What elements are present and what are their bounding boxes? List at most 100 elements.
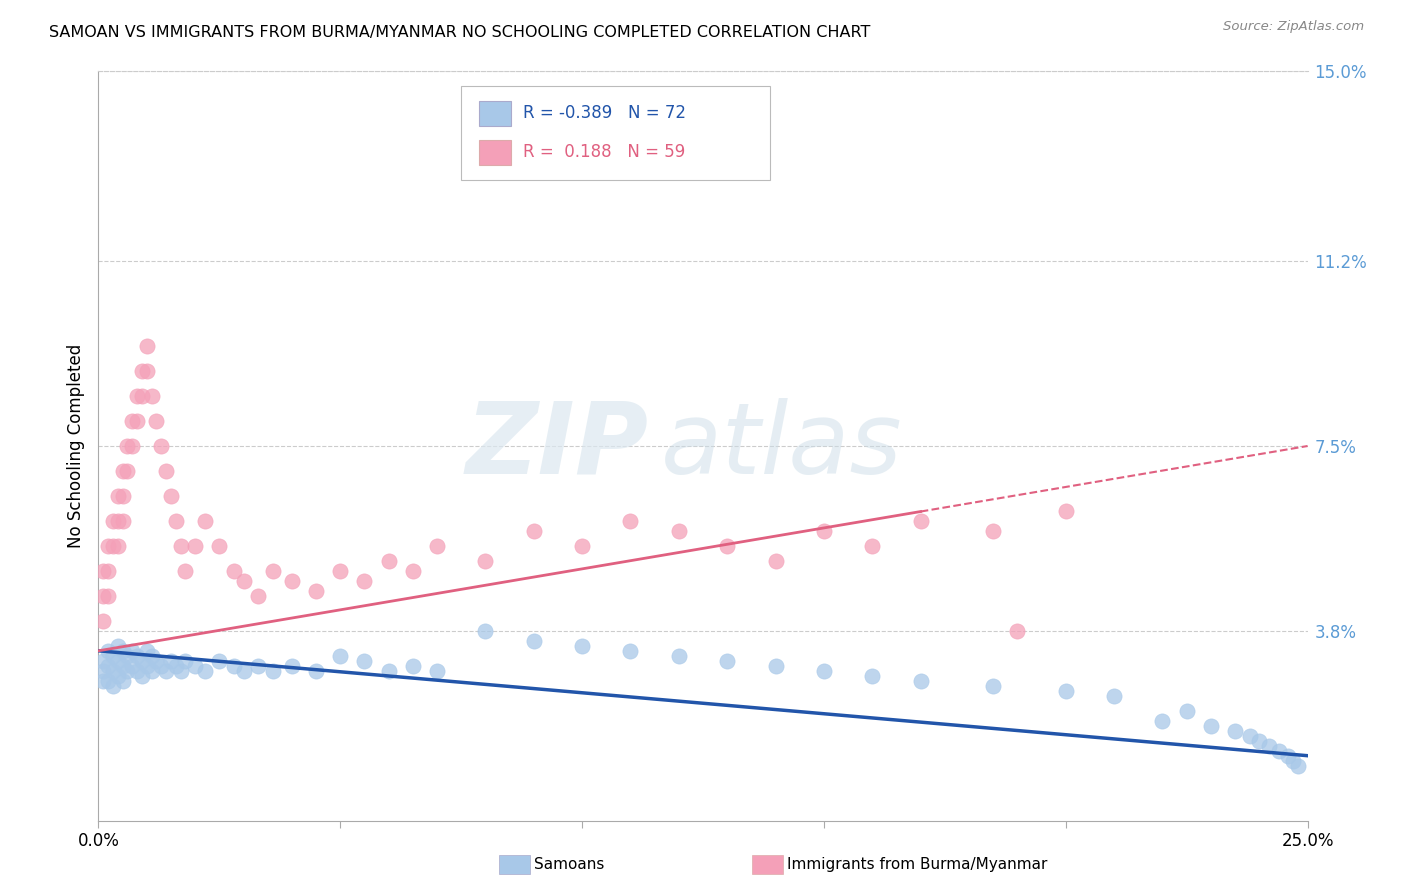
Point	[111, 658, 134, 673]
Point	[184, 539, 207, 553]
Point	[910, 673, 932, 688]
Point	[668, 524, 690, 538]
Point	[127, 414, 149, 428]
Point	[474, 624, 496, 638]
Point	[121, 414, 143, 428]
Point	[111, 644, 134, 658]
Point	[668, 648, 690, 663]
Point	[91, 673, 114, 688]
Point	[135, 339, 157, 353]
Point	[91, 614, 114, 628]
Point	[1267, 744, 1289, 758]
Point	[813, 524, 835, 538]
Point	[208, 654, 231, 668]
Point	[222, 658, 245, 673]
Point	[716, 539, 738, 553]
FancyBboxPatch shape	[461, 87, 769, 180]
Point	[165, 514, 187, 528]
Point	[135, 658, 157, 673]
Point	[247, 589, 270, 603]
Point	[174, 654, 197, 668]
Point	[194, 664, 217, 678]
Point	[107, 669, 129, 683]
Point	[91, 589, 114, 603]
Point	[131, 364, 153, 378]
Point	[141, 648, 163, 663]
Point	[117, 464, 139, 478]
Point	[402, 658, 425, 673]
Point	[1249, 733, 1271, 747]
Text: Immigrants from Burma/Myanmar: Immigrants from Burma/Myanmar	[787, 857, 1047, 871]
Point	[813, 664, 835, 678]
Point	[131, 669, 153, 683]
Point	[150, 439, 173, 453]
Point	[571, 639, 593, 653]
Point	[111, 489, 134, 503]
Point	[377, 554, 399, 568]
Point	[117, 439, 139, 453]
Point	[131, 654, 153, 668]
Point	[169, 539, 191, 553]
Point	[165, 658, 187, 673]
Point	[121, 658, 143, 673]
Point	[111, 514, 134, 528]
Point	[121, 439, 143, 453]
Point	[281, 658, 304, 673]
Point	[1286, 758, 1309, 772]
Point	[174, 564, 197, 578]
Point	[135, 644, 157, 658]
Point	[1054, 683, 1077, 698]
Point	[101, 679, 124, 693]
Point	[1199, 719, 1222, 733]
Point	[232, 664, 254, 678]
Point	[910, 514, 932, 528]
Point	[91, 564, 114, 578]
Point	[107, 539, 129, 553]
Point	[145, 654, 167, 668]
Point	[107, 639, 129, 653]
Point	[160, 654, 183, 668]
Point	[135, 364, 157, 378]
Point	[262, 564, 284, 578]
Text: R = -0.389   N = 72: R = -0.389 N = 72	[523, 103, 686, 121]
Point	[127, 648, 149, 663]
Point	[281, 574, 304, 588]
Point	[1223, 723, 1246, 738]
Point	[1175, 704, 1198, 718]
Point	[305, 664, 328, 678]
Point	[127, 664, 149, 678]
Point	[523, 633, 546, 648]
Point	[141, 389, 163, 403]
Point	[377, 664, 399, 678]
Point	[141, 664, 163, 678]
Point	[1054, 504, 1077, 518]
Point	[97, 564, 120, 578]
Point	[262, 664, 284, 678]
Point	[97, 589, 120, 603]
Point	[169, 664, 191, 678]
Point	[329, 564, 352, 578]
Point	[860, 669, 883, 683]
Text: Source: ZipAtlas.com: Source: ZipAtlas.com	[1223, 20, 1364, 33]
Y-axis label: No Schooling Completed: No Schooling Completed	[66, 344, 84, 548]
Point	[765, 554, 787, 568]
Point	[305, 583, 328, 598]
Point	[765, 658, 787, 673]
Point	[184, 658, 207, 673]
Point	[208, 539, 231, 553]
Point	[1282, 754, 1305, 768]
Point	[426, 664, 449, 678]
Point	[101, 539, 124, 553]
Point	[150, 658, 173, 673]
Text: ZIP: ZIP	[465, 398, 648, 494]
Point	[101, 664, 124, 678]
Text: atlas: atlas	[661, 398, 903, 494]
Point	[1152, 714, 1174, 728]
Text: Samoans: Samoans	[534, 857, 605, 871]
Point	[155, 664, 177, 678]
Text: R =  0.188   N = 59: R = 0.188 N = 59	[523, 143, 685, 161]
Point	[619, 514, 641, 528]
Point	[155, 464, 177, 478]
Point	[107, 489, 129, 503]
Point	[353, 654, 375, 668]
